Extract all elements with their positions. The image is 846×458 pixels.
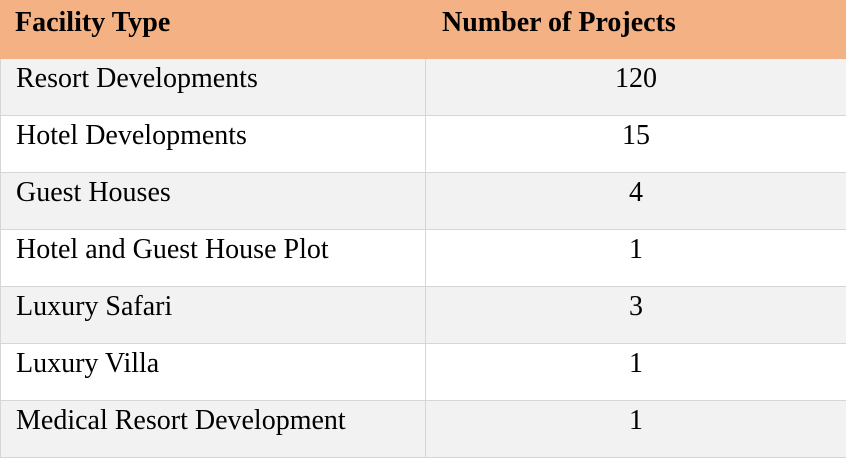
facility-type-cell: Hotel and Guest House Plot: [1, 230, 426, 287]
facility-type-cell: Luxury Villa: [1, 344, 426, 401]
project-count-cell: 1: [426, 344, 846, 401]
project-count-cell: 1: [426, 230, 846, 287]
header-facility-type: Facility Type: [1, 1, 426, 59]
facility-type-cell: Luxury Safari: [1, 287, 426, 344]
facility-type-cell: Hotel Developments: [1, 116, 426, 173]
project-count-cell: 1: [426, 401, 846, 458]
facility-type-cell: Medical Resort Development: [1, 401, 426, 458]
table-row: Hotel Developments 15: [1, 116, 846, 173]
project-count-cell: 15: [426, 116, 846, 173]
facility-type-cell: Guest Houses: [1, 173, 426, 230]
table-header-row: Facility Type Number of Projects: [1, 1, 846, 59]
header-number-of-projects: Number of Projects: [426, 1, 846, 59]
table-row: Resort Developments 120: [1, 59, 846, 116]
project-count-cell: 120: [426, 59, 846, 116]
facility-type-cell: Resort Developments: [1, 59, 426, 116]
table-row: Luxury Safari 3: [1, 287, 846, 344]
project-count-cell: 4: [426, 173, 846, 230]
table-row: Luxury Villa 1: [1, 344, 846, 401]
project-count-cell: 3: [426, 287, 846, 344]
table-row: Medical Resort Development 1: [1, 401, 846, 458]
table-row: Guest Houses 4: [1, 173, 846, 230]
table-row: Hotel and Guest House Plot 1: [1, 230, 846, 287]
